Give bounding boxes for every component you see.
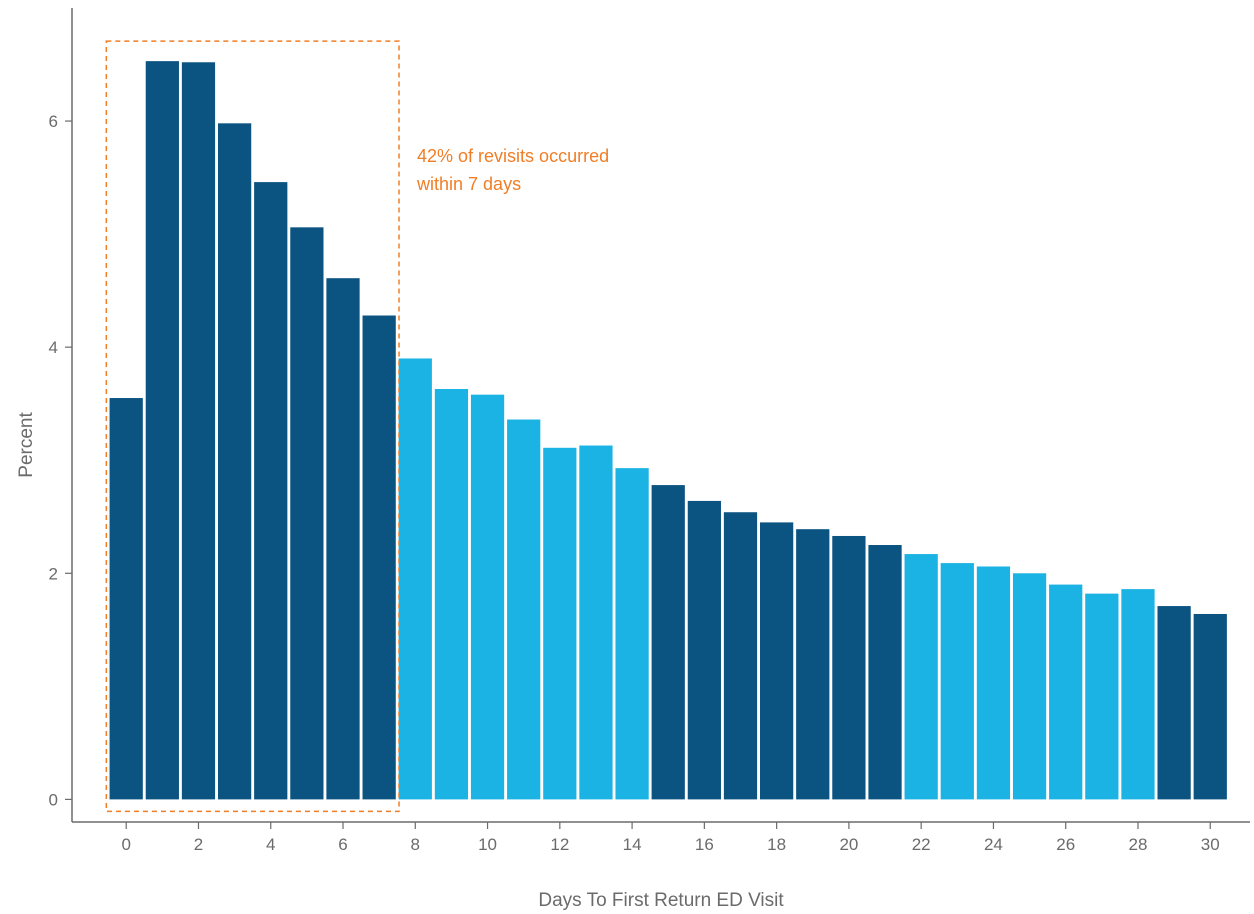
x-axis: 0 2 4 6 8 10 12 14 16 18 20 22 24 26 28 30 [72, 821, 1250, 854]
y-tick-label: 4 [49, 338, 58, 357]
x-tick-label: 28 [1129, 835, 1148, 854]
x-tick-label: 10 [478, 835, 497, 854]
x-tick-label: 24 [984, 835, 1003, 854]
x-tick-label: 0 [121, 835, 130, 854]
bar-day-30 [1193, 613, 1227, 800]
bar-day-5 [290, 227, 324, 800]
y-axis: 0 2 4 6 [49, 8, 73, 822]
y-tick-label: 2 [49, 564, 58, 583]
bar-day-11 [507, 419, 541, 800]
y-tick-label: 6 [49, 112, 58, 131]
x-tick-label: 18 [767, 835, 786, 854]
x-tick-label: 30 [1201, 835, 1220, 854]
x-tick-label: 22 [912, 835, 931, 854]
bar-day-17 [723, 512, 758, 800]
bar-day-20 [832, 535, 866, 800]
x-tick-label: 14 [623, 835, 642, 854]
bar-day-26 [1049, 584, 1083, 800]
x-tick-label: 26 [1056, 835, 1075, 854]
bar-day-2 [181, 62, 216, 800]
bar-day-18 [760, 522, 794, 800]
bar-day-7 [362, 315, 396, 800]
bar-day-1 [145, 61, 179, 800]
bar-day-29 [1157, 606, 1191, 800]
y-tick-label: 0 [49, 790, 58, 809]
bar-day-25 [1012, 573, 1047, 800]
bar-day-9 [434, 389, 469, 800]
bar-day-16 [687, 500, 721, 800]
bar-day-4 [254, 182, 288, 800]
x-tick-label: 6 [338, 835, 347, 854]
y-axis-title: Percent [16, 412, 37, 478]
annotation-line-2: within 7 days [416, 174, 521, 194]
x-tick-label: 12 [550, 835, 569, 854]
x-axis-title: Days To First Return ED Visit [538, 890, 784, 911]
bar-day-0 [109, 398, 143, 800]
bar-day-14 [615, 468, 649, 800]
x-tick-label: 2 [194, 835, 203, 854]
bar-day-8 [398, 358, 432, 800]
bar-day-15 [651, 485, 685, 800]
bar-day-21 [868, 545, 902, 800]
x-tick-label: 8 [411, 835, 420, 854]
bar-day-10 [470, 394, 505, 800]
bar-day-19 [796, 529, 830, 800]
bar-day-24 [976, 566, 1011, 800]
bar-day-23 [940, 563, 974, 800]
bars-group [109, 61, 1227, 800]
bar-day-13 [579, 445, 613, 800]
bar-day-3 [217, 123, 252, 800]
x-tick-label: 20 [839, 835, 858, 854]
annotation-line-1: 42% of revisits occurred [417, 146, 609, 166]
bar-day-27 [1085, 593, 1119, 800]
bar-day-6 [326, 278, 360, 800]
bar-day-12 [543, 447, 577, 800]
x-tick-label: 16 [695, 835, 714, 854]
x-tick-label: 4 [266, 835, 275, 854]
bar-day-28 [1121, 589, 1155, 800]
highlight-box [105, 40, 400, 813]
bar-day-22 [904, 554, 938, 800]
